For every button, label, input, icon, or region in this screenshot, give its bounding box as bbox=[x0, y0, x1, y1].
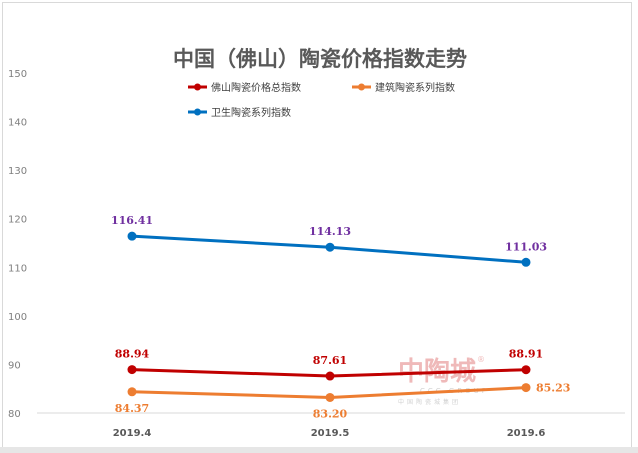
x-tick-label: 2019.5 bbox=[311, 428, 350, 439]
legend-label: 佛山陶瓷价格总指数 bbox=[211, 81, 301, 94]
x-tick-label: 2019.4 bbox=[113, 428, 152, 439]
data-label: 85.23 bbox=[536, 382, 570, 395]
data-label: 114.13 bbox=[309, 225, 351, 238]
data-point bbox=[127, 365, 137, 375]
y-tick-label: 110 bbox=[8, 263, 27, 274]
data-point bbox=[127, 231, 137, 241]
y-tick-label: 80 bbox=[8, 409, 21, 420]
y-tick-label: 140 bbox=[8, 118, 27, 129]
watermark-sub: 中国陶瓷城集团 bbox=[398, 398, 461, 406]
legend-label: 卫生陶瓷系列指数 bbox=[211, 106, 291, 119]
data-label: 88.91 bbox=[509, 348, 543, 361]
data-point bbox=[521, 383, 531, 393]
legend-dot-marker bbox=[194, 83, 201, 91]
data-point bbox=[325, 242, 335, 252]
data-label: 87.61 bbox=[313, 354, 347, 367]
watermark-logo: 中陶城 ® CCC GROUP 中国陶瓷城集团 bbox=[398, 355, 486, 406]
legend-dot-marker bbox=[194, 108, 201, 116]
chart-title: 中国（佛山）陶瓷价格指数走势 bbox=[173, 47, 467, 71]
y-tick-label: 150 bbox=[8, 69, 27, 80]
x-axis: 2019.4 2019.5 2019.6 bbox=[113, 428, 546, 439]
data-point bbox=[521, 365, 531, 375]
data-point bbox=[127, 387, 137, 397]
series-group: 88.94 87.61 88.91 84.37 83.20 85.23 116.41 114.… bbox=[111, 214, 571, 420]
registered-mark: ® bbox=[477, 355, 485, 364]
data-label: 116.41 bbox=[111, 214, 153, 227]
y-tick-label: 120 bbox=[8, 215, 27, 226]
data-label: 111.03 bbox=[505, 240, 547, 253]
data-point bbox=[325, 371, 335, 381]
legend-label: 建筑陶瓷系列指数 bbox=[375, 81, 455, 94]
x-tick-label: 2019.6 bbox=[507, 428, 546, 439]
y-tick-label: 100 bbox=[8, 312, 27, 323]
legend-dot-marker bbox=[358, 83, 365, 91]
y-axis: 80 90 100 110 120 130 140 150 bbox=[8, 69, 27, 420]
data-label: 88.94 bbox=[115, 348, 150, 361]
data-point bbox=[325, 392, 335, 402]
data-label: 83.20 bbox=[313, 407, 348, 420]
y-tick-label: 130 bbox=[8, 166, 27, 177]
y-tick-label: 90 bbox=[8, 360, 21, 371]
data-point bbox=[521, 257, 531, 267]
data-label: 84.37 bbox=[115, 402, 149, 415]
bottom-bar bbox=[0, 447, 638, 453]
